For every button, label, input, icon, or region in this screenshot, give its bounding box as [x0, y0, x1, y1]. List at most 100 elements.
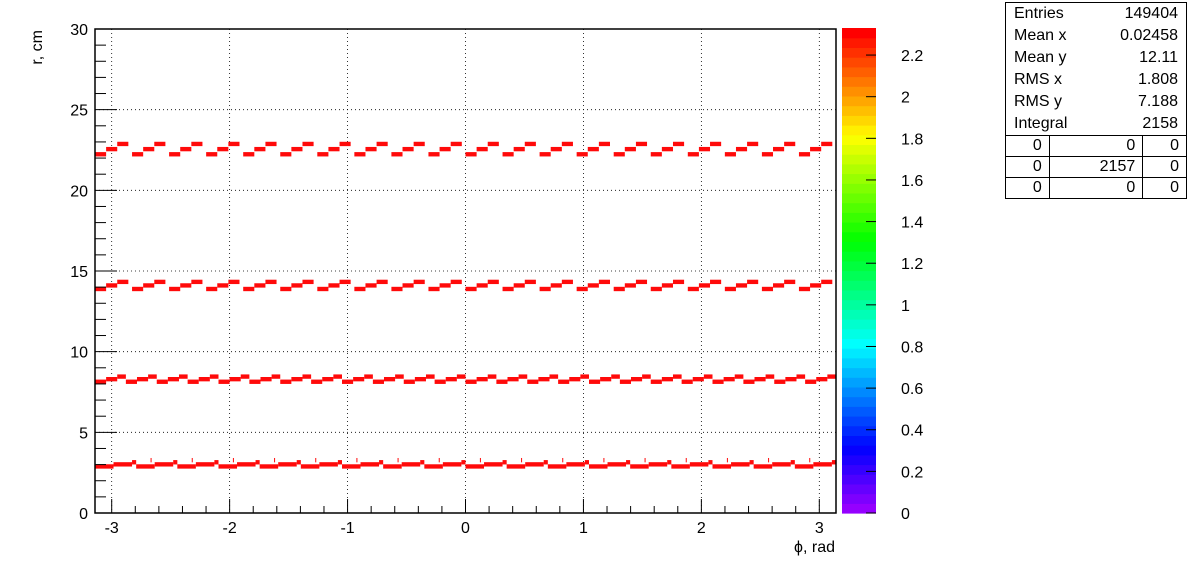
histogram-cell	[353, 376, 365, 382]
histogram-cell	[785, 376, 797, 382]
histogram-cell	[439, 283, 451, 288]
histogram-cell	[191, 457, 193, 463]
histogram-cell	[831, 460, 836, 465]
histogram-cell	[538, 376, 550, 382]
palette-band	[842, 493, 876, 504]
palette-band	[842, 328, 876, 339]
x-axis-label: ϕ, rad	[794, 539, 835, 556]
histogram-cell	[150, 457, 152, 463]
histogram-cell	[810, 283, 822, 288]
histogram-cell	[667, 460, 672, 465]
palette-tick-label: 0.6	[901, 381, 923, 398]
histogram-cell	[249, 379, 261, 384]
histogram-cell	[445, 376, 457, 382]
histogram-cell	[810, 146, 822, 152]
palette-tick-label: 0	[901, 506, 910, 523]
palette-band	[842, 105, 876, 116]
histogram-cell	[271, 374, 281, 379]
histogram-cell	[543, 460, 548, 465]
histogram-cell	[156, 379, 168, 384]
histogram-cell	[420, 460, 425, 465]
histogram-cell	[569, 376, 581, 382]
palette-tick-label: 2	[901, 90, 910, 107]
histogram-cell	[642, 374, 651, 379]
histogram-cell	[635, 141, 648, 147]
histogram-cell	[391, 152, 403, 157]
histogram-cell	[218, 464, 238, 469]
histogram-cell	[280, 379, 292, 384]
histogram-cell	[513, 146, 525, 152]
histogram-cell	[794, 464, 814, 469]
histogram-cell	[558, 379, 570, 384]
palette-band	[842, 260, 876, 272]
palette-band	[842, 445, 876, 456]
histogram-cell	[439, 146, 451, 152]
stats-value: 1.808	[1137, 71, 1178, 88]
histogram-cell	[518, 374, 528, 379]
histogram-cell	[685, 457, 687, 463]
histogram-cell	[106, 146, 118, 152]
histogram-cell	[214, 460, 219, 465]
stats-row: Mean x 0.02458	[1006, 25, 1186, 47]
histogram-cell	[280, 152, 292, 157]
y-tick-label: 0	[79, 506, 88, 523]
histogram-cell	[379, 460, 384, 465]
histogram-cell	[502, 286, 514, 292]
histogram-cell	[710, 141, 722, 147]
histogram-cell	[302, 374, 312, 379]
histogram-cell	[243, 152, 255, 157]
palette-band	[842, 125, 876, 136]
palette-tick-label: 0.4	[901, 423, 923, 440]
histogram-cell	[747, 141, 759, 147]
histogram-cell	[442, 462, 462, 467]
palette-band	[842, 348, 876, 359]
histogram-cell	[735, 146, 748, 152]
histogram-cell	[525, 462, 544, 467]
histogram-cell	[550, 283, 562, 288]
histogram-cell	[513, 283, 525, 288]
palette-band	[842, 464, 876, 475]
histogram-cell	[95, 379, 107, 384]
histogram-cell	[376, 279, 388, 285]
histogram-cell	[413, 141, 425, 147]
stats-box: Entries 149404 Mean x 0.02458 Mean y 12.11 RMS…	[1005, 2, 1187, 199]
palette-band	[842, 47, 876, 58]
x-tick-labels: -3 -2 -1 0 1 2 3	[105, 520, 824, 537]
histogram-cell	[360, 462, 380, 467]
y-tick-label: 20	[70, 183, 88, 200]
histogram-cell	[154, 279, 166, 285]
x-tick-label: 2	[697, 520, 706, 537]
histogram-cell	[630, 464, 649, 469]
histogram-cell	[710, 279, 722, 285]
histogram-cell	[465, 286, 477, 292]
histogram-cell	[428, 152, 440, 157]
histogram-cell	[317, 286, 329, 292]
histogram-cell	[735, 283, 748, 288]
x-tick-label: -3	[105, 520, 119, 537]
palette-band	[842, 357, 876, 369]
histogram-cell	[607, 462, 627, 467]
y-tick-label: 15	[70, 264, 88, 281]
histogram-cell	[672, 374, 682, 379]
palette-band	[842, 503, 876, 514]
histogram-cell	[333, 374, 342, 379]
histogram-cell	[613, 152, 625, 157]
stats-value: 7.188	[1137, 93, 1178, 110]
histogram-cell	[587, 283, 599, 288]
palette-band	[842, 425, 876, 436]
histogram-cell	[456, 374, 466, 379]
histogram-cell	[724, 286, 736, 292]
histogram-cell	[229, 376, 241, 382]
histogram-cell	[376, 141, 388, 147]
palette-band	[842, 222, 876, 233]
y-tick-label: 25	[70, 103, 88, 120]
histogram-cell	[125, 379, 137, 384]
histogram-cell	[265, 141, 277, 147]
histogram-cell	[177, 464, 196, 469]
histogram-cell	[619, 379, 631, 384]
histogram-cell	[813, 462, 832, 467]
x-tick-label: 0	[461, 520, 470, 537]
histogram-cell	[143, 146, 155, 152]
histogram-cell	[296, 460, 301, 465]
axis-ticks	[95, 28, 820, 514]
